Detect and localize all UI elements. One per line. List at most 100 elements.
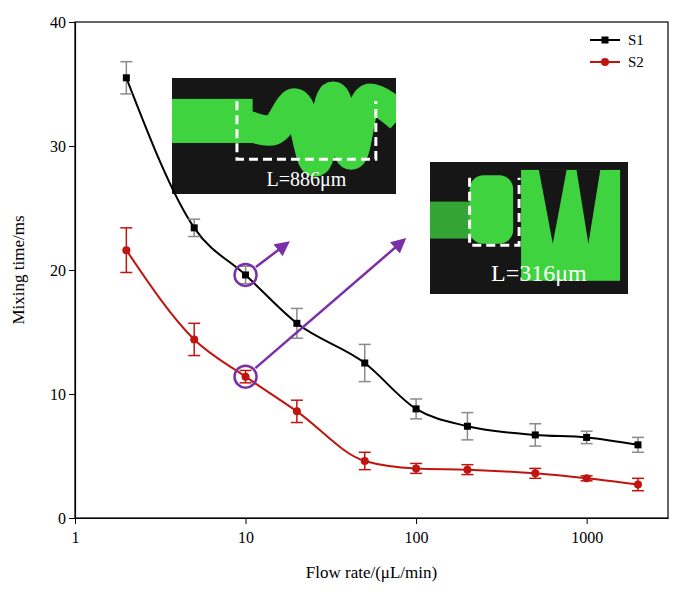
y-tick: 30 xyxy=(50,138,75,155)
error-bar xyxy=(291,400,303,422)
data-point xyxy=(122,246,130,254)
error-bar xyxy=(359,452,371,469)
error-bar xyxy=(410,463,422,473)
error-bar-cap xyxy=(410,398,422,400)
y-tick: 0 xyxy=(58,510,75,527)
error-bar-cap xyxy=(120,61,132,63)
error-bar-cap xyxy=(188,236,200,238)
x-tick-label: 1000 xyxy=(571,529,603,546)
data-point xyxy=(583,474,591,482)
legend-marker xyxy=(602,37,609,44)
inset-channel xyxy=(470,175,514,244)
data-point xyxy=(293,407,301,415)
series-line xyxy=(126,250,638,484)
error-bar-cap xyxy=(410,473,422,475)
data-point xyxy=(242,373,250,381)
error-bar-cap xyxy=(188,218,200,220)
plot-frame xyxy=(75,22,668,518)
series-line xyxy=(126,78,638,445)
error-bar-cap xyxy=(529,423,541,425)
legend: S1S2 xyxy=(590,32,644,70)
error-bar xyxy=(410,399,422,419)
error-bar xyxy=(188,219,200,236)
error-bar-cap xyxy=(529,478,541,480)
inset-gap xyxy=(539,170,567,244)
inset-image: L=886μm xyxy=(172,78,400,194)
error-bar-cap xyxy=(291,399,303,401)
legend-item: S1 xyxy=(590,32,644,48)
series-s1 xyxy=(120,62,644,453)
error-bar xyxy=(240,266,252,283)
data-point xyxy=(531,469,539,477)
error-bar-cap xyxy=(120,227,132,229)
plot-marks xyxy=(120,62,644,491)
y-tick-mark xyxy=(69,394,75,395)
y-axis-line xyxy=(75,23,76,519)
error-bar-cap xyxy=(461,464,473,466)
legend-item: S2 xyxy=(590,54,644,70)
error-bar-cap xyxy=(461,412,473,414)
data-point xyxy=(361,457,369,465)
y-tick-mark xyxy=(69,146,75,147)
x-axis-title: Flow rate/(μL/min) xyxy=(306,563,437,582)
y-tick-mark xyxy=(69,270,75,271)
error-bar xyxy=(120,228,132,273)
y-tick-mark xyxy=(69,22,75,23)
x-tick: 1 xyxy=(72,518,80,546)
error-bar xyxy=(188,323,200,355)
inset-label: L=886μm xyxy=(267,168,347,191)
chart: 1101001000010203040Flow rate/(μL/min)Mix… xyxy=(0,0,686,594)
data-point xyxy=(463,466,471,474)
inset-picture xyxy=(172,78,396,194)
y-tick-label: 30 xyxy=(50,138,66,155)
error-bar-cap xyxy=(632,437,644,439)
arrow xyxy=(255,240,404,368)
error-bar-cap xyxy=(581,430,593,432)
length-bracket xyxy=(470,178,519,245)
error-bar-cap xyxy=(120,93,132,95)
error-bar-cap xyxy=(632,490,644,492)
insets: L=886μm L=316μm xyxy=(172,78,628,294)
error-bar xyxy=(529,468,541,478)
error-bar-cap xyxy=(291,308,303,310)
x-tick: 10 xyxy=(238,518,254,546)
error-bar xyxy=(240,370,252,382)
length-bracket xyxy=(237,101,376,159)
y-tick: 20 xyxy=(50,262,75,279)
highlight-circle xyxy=(235,366,257,388)
legend-label: S1 xyxy=(628,32,644,48)
highlight-circle xyxy=(235,264,257,286)
error-bar xyxy=(461,465,473,475)
inset-gap xyxy=(577,170,601,244)
data-point xyxy=(361,360,368,367)
error-bar-cap xyxy=(359,469,371,471)
error-bar-cap xyxy=(529,468,541,470)
series-s2 xyxy=(120,228,644,491)
error-bar xyxy=(461,413,473,440)
data-point xyxy=(293,320,300,327)
error-bar-cap xyxy=(359,381,371,383)
data-point xyxy=(123,74,130,81)
error-bar xyxy=(359,344,371,381)
data-point xyxy=(413,405,420,412)
annotations xyxy=(235,240,404,388)
legend-label: S2 xyxy=(628,54,644,70)
error-bar-cap xyxy=(291,337,303,339)
error-bar xyxy=(529,424,541,446)
data-point xyxy=(583,434,590,441)
inset-label: L=316μm xyxy=(491,260,587,286)
y-axis: 010203040 xyxy=(50,14,76,527)
data-point xyxy=(191,224,198,231)
error-bar-cap xyxy=(120,272,132,274)
x-tick: 100 xyxy=(405,518,429,546)
x-tick-label: 10 xyxy=(238,529,254,546)
x-axis-line xyxy=(76,518,669,519)
error-bar xyxy=(632,478,644,490)
data-point xyxy=(190,335,198,343)
error-bar xyxy=(632,437,644,452)
error-bar-cap xyxy=(188,323,200,325)
error-bar-cap xyxy=(461,474,473,476)
error-bar-cap xyxy=(529,445,541,447)
y-tick: 40 xyxy=(50,14,75,31)
data-point xyxy=(412,464,420,472)
